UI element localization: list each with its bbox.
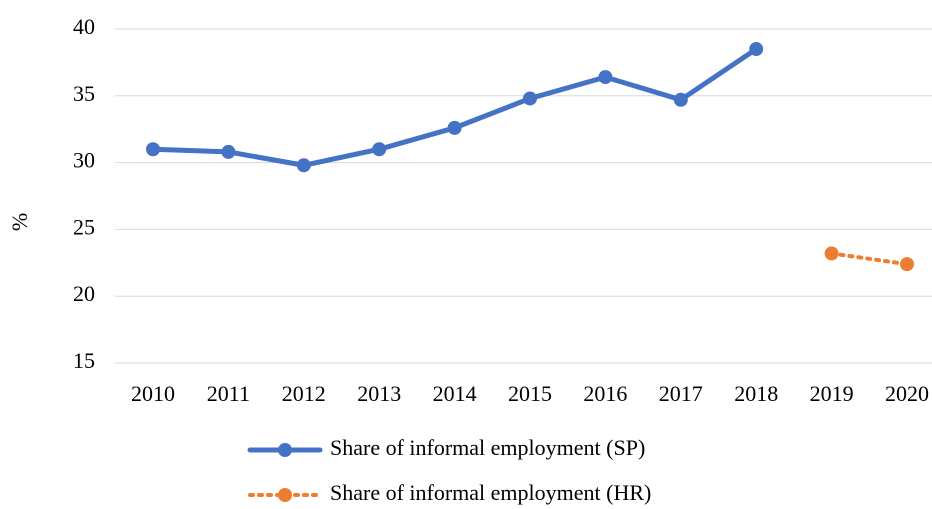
y-axis-label: % xyxy=(7,213,32,231)
x-tick-label: 2013 xyxy=(357,381,401,406)
y-tick-label: 15 xyxy=(73,348,95,373)
x-tick-label: 2018 xyxy=(734,381,778,406)
x-tick-label: 2020 xyxy=(885,381,929,406)
y-tick-label: 40 xyxy=(73,14,95,39)
x-tick-label: 2017 xyxy=(659,381,703,406)
x-tick-label: 2012 xyxy=(282,381,326,406)
data-point xyxy=(673,92,688,107)
data-point xyxy=(447,120,462,135)
data-point xyxy=(749,42,764,57)
legend-label: Share of informal employment (SP) xyxy=(330,435,645,460)
legend-label: Share of informal employment (HR) xyxy=(330,480,651,505)
x-tick-label: 2019 xyxy=(810,381,854,406)
data-point xyxy=(372,142,387,157)
legend-marker xyxy=(278,443,292,457)
x-tick-label: 2014 xyxy=(433,381,477,406)
x-tick-label: 2011 xyxy=(207,381,250,406)
y-tick-label: 25 xyxy=(73,214,95,239)
x-tick-label: 2016 xyxy=(583,381,627,406)
data-point xyxy=(296,158,311,173)
data-point xyxy=(824,246,839,261)
x-tick-label: 2015 xyxy=(508,381,552,406)
data-point xyxy=(221,144,236,159)
data-point xyxy=(900,257,914,272)
legend-marker xyxy=(278,488,292,502)
y-tick-label: 20 xyxy=(73,281,95,306)
data-point xyxy=(523,91,537,106)
y-tick-label: 30 xyxy=(73,148,95,173)
y-tick-label: 35 xyxy=(73,81,95,106)
series-line xyxy=(829,251,909,267)
series-line xyxy=(150,46,759,168)
data-point xyxy=(146,142,160,157)
data-point xyxy=(598,70,613,85)
x-tick-label: 2010 xyxy=(131,381,175,406)
